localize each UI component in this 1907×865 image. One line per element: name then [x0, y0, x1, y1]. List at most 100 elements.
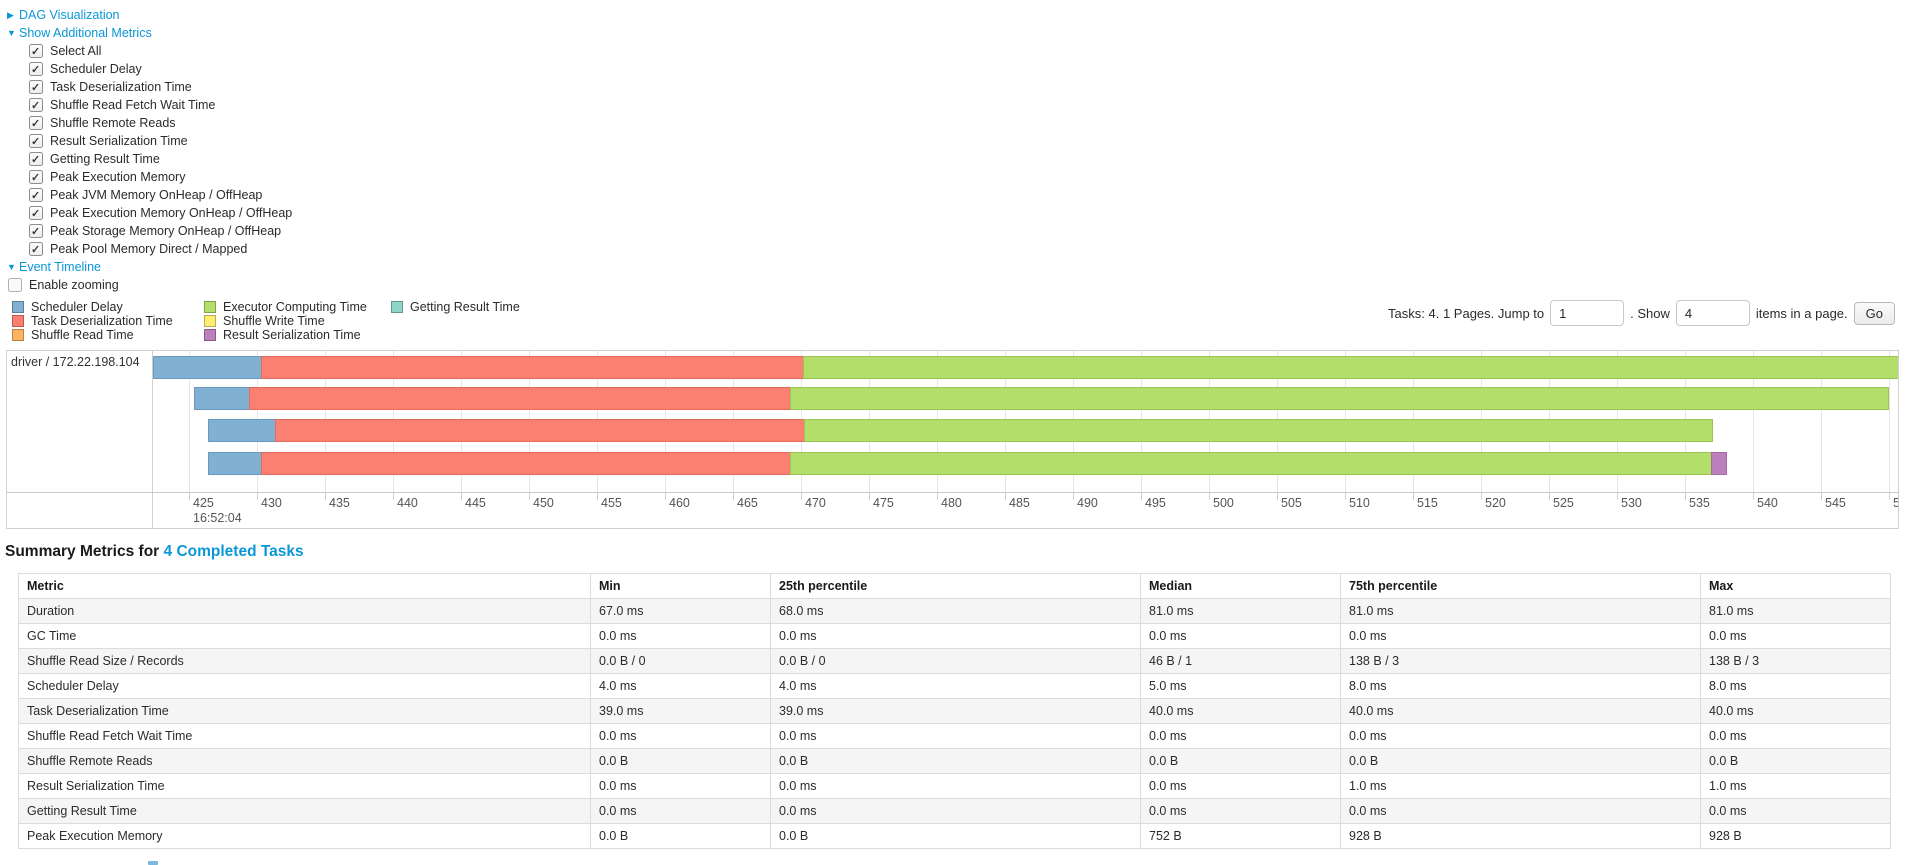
task-bar-segment-scheduler-delay[interactable]: [153, 356, 263, 379]
task-bar-segment-result-serialization[interactable]: [1710, 452, 1727, 475]
summary-metric-value: 0.0 ms: [1140, 623, 1341, 649]
metric-checkbox-label: Peak JVM Memory OnHeap / OffHeap: [50, 188, 263, 202]
summary-metric-value: 0.0 B / 0: [770, 648, 1141, 674]
event-timeline-toggle[interactable]: ▼ Event Timeline: [7, 258, 1907, 276]
summary-table-row: Shuffle Read Size / Records 0.0 B / 0 0.0 …: [18, 648, 1891, 674]
summary-table-row: Getting Result Time 0.0 ms 0.0 ms 0.0 ms 0.0…: [18, 798, 1891, 824]
axis-tick-mark: [325, 493, 327, 500]
timeline-axis: 425 16:52:04 430 435 440 445 450 455 460 465 470 47…: [153, 493, 1898, 528]
metric-checkbox[interactable]: [29, 79, 43, 97]
axis-tick-mark: [1821, 493, 1823, 500]
legend-swatch-executor-computing: [204, 301, 216, 313]
task-bar-segment-task-deserialization[interactable]: [274, 419, 805, 442]
items-per-page-input[interactable]: [1675, 300, 1750, 326]
axis-tick-label: 535: [1689, 496, 1710, 510]
legend-item: Task Deserialization Time: [12, 314, 204, 328]
timeline-gridline: [1753, 351, 1755, 492]
summary-metric-value: 0.0 B: [1140, 748, 1341, 774]
summary-metric-value: 1.0 ms: [1340, 773, 1701, 799]
legend-column: Getting Result Time: [391, 300, 520, 342]
summary-metric-value: 1.0 ms: [1700, 773, 1891, 799]
task-bar-segment-executor-computing[interactable]: [803, 419, 1714, 442]
axis-tick-label: 480: [941, 496, 962, 510]
task-bar-segment-executor-computing[interactable]: [790, 452, 1712, 475]
completed-tasks-link[interactable]: 4 Completed Tasks: [163, 543, 304, 560]
axis-tick-label: 460: [669, 496, 690, 510]
dag-visualization-toggle[interactable]: ▶ DAG Visualization: [7, 6, 1907, 24]
summary-metric-value: 8.0 ms: [1340, 673, 1701, 699]
axis-tick-mark: [1549, 493, 1551, 500]
dag-visualization-label[interactable]: DAG Visualization: [19, 8, 120, 22]
task-bar-segment-task-deserialization[interactable]: [248, 387, 792, 410]
metric-checkbox[interactable]: [29, 151, 43, 169]
summary-metric-value: 0.0 ms: [590, 623, 771, 649]
legend-swatch-getting-result: [391, 301, 403, 313]
summary-metric-value: 0.0 ms: [1340, 723, 1701, 749]
metric-checkbox[interactable]: [29, 205, 43, 223]
summary-metric-name: Result Serialization Time: [18, 773, 591, 799]
axis-tick-mark: [597, 493, 599, 500]
axis-tick-label: 500: [1213, 496, 1234, 510]
metric-checkbox-item: Peak Execution Memory: [29, 168, 1907, 187]
legend-swatch-task-deserialization: [12, 315, 24, 327]
task-pagination: Tasks: 4. 1 Pages. Jump to . Show items …: [1388, 300, 1895, 326]
event-timeline-label[interactable]: Event Timeline: [19, 260, 101, 274]
metric-checkbox[interactable]: [29, 223, 43, 241]
task-bar-segment-scheduler-delay[interactable]: [194, 387, 250, 410]
axis-tick-mark: [1141, 493, 1143, 500]
metric-checkbox[interactable]: [29, 43, 43, 61]
axis-tick-label: 510: [1349, 496, 1370, 510]
pagination-mid-text: . Show: [1630, 305, 1670, 321]
summary-column-header: Metric: [18, 573, 591, 599]
summary-metric-name: Getting Result Time: [18, 798, 591, 824]
metric-checkbox[interactable]: [29, 115, 43, 133]
summary-metric-value: 40.0 ms: [1140, 698, 1341, 724]
task-bar-segment-scheduler-delay[interactable]: [208, 419, 276, 442]
go-button[interactable]: Go: [1853, 301, 1895, 325]
summary-metric-value: 4.0 ms: [590, 673, 771, 699]
axis-tick-mark: [937, 493, 939, 500]
axis-start-time-label: 16:52:04: [193, 511, 242, 525]
axis-tick-mark: [733, 493, 735, 500]
show-additional-metrics-toggle[interactable]: ▼ Show Additional Metrics: [7, 24, 1907, 42]
event-timeline-chart: driver / 172.22.198.104 425 16:52:04 430 43…: [6, 350, 1899, 529]
timeline-legend: Scheduler Delay Task Deserialization Time…: [12, 300, 1907, 342]
task-bar-segment-executor-computing[interactable]: [790, 387, 1889, 410]
summary-metric-value: 40.0 ms: [1700, 698, 1891, 724]
metric-checkbox[interactable]: [29, 187, 43, 205]
task-bar-segment-task-deserialization[interactable]: [261, 356, 805, 379]
axis-tick-label: 540: [1757, 496, 1778, 510]
task-bar-segment-scheduler-delay[interactable]: [208, 452, 263, 475]
timeline-group-column: driver / 172.22.198.104: [7, 351, 153, 528]
metric-checkbox-label: Result Serialization Time: [50, 134, 188, 148]
summary-metric-value: 928 B: [1700, 823, 1891, 849]
summary-table-row: Scheduler Delay 4.0 ms 4.0 ms 5.0 ms 8.0 ms 8…: [18, 673, 1891, 699]
axis-tick-label: 425: [193, 496, 214, 510]
legend-label: Scheduler Delay: [31, 300, 123, 314]
chevron-down-icon: ▼: [7, 28, 16, 38]
timeline-legend-row: Scheduler Delay Task Deserialization Time…: [0, 300, 1907, 350]
axis-tick-label: 505: [1281, 496, 1302, 510]
jump-to-page-input[interactable]: [1550, 300, 1625, 326]
enable-zooming-checkbox[interactable]: [8, 278, 22, 292]
axis-tick-mark: [1889, 493, 1891, 500]
metric-checkbox[interactable]: [29, 241, 43, 259]
axis-tick-mark: [1413, 493, 1415, 500]
summary-column-header: Min: [590, 573, 771, 599]
summary-metric-value: 0.0 ms: [770, 723, 1141, 749]
axis-tick-label: 440: [397, 496, 418, 510]
metric-checkbox[interactable]: [29, 61, 43, 79]
task-bar-segment-executor-computing[interactable]: [803, 356, 1898, 379]
metric-checkbox[interactable]: [29, 133, 43, 151]
show-additional-metrics-label[interactable]: Show Additional Metrics: [19, 26, 152, 40]
metric-checkbox[interactable]: [29, 169, 43, 187]
summary-table-row: Result Serialization Time 0.0 ms 0.0 ms 0.0…: [18, 773, 1891, 799]
axis-tick-mark: [1209, 493, 1211, 500]
summary-column-header: 75th percentile: [1340, 573, 1701, 599]
metric-checkbox[interactable]: [29, 97, 43, 115]
summary-metric-value: 0.0 B: [1340, 748, 1701, 774]
task-bar-segment-task-deserialization[interactable]: [261, 452, 792, 475]
summary-metrics-heading: Summary Metrics for 4 Completed Tasks: [5, 543, 1907, 561]
metric-checkbox-label: Scheduler Delay: [50, 62, 142, 76]
summary-metric-value: 0.0 ms: [590, 773, 771, 799]
